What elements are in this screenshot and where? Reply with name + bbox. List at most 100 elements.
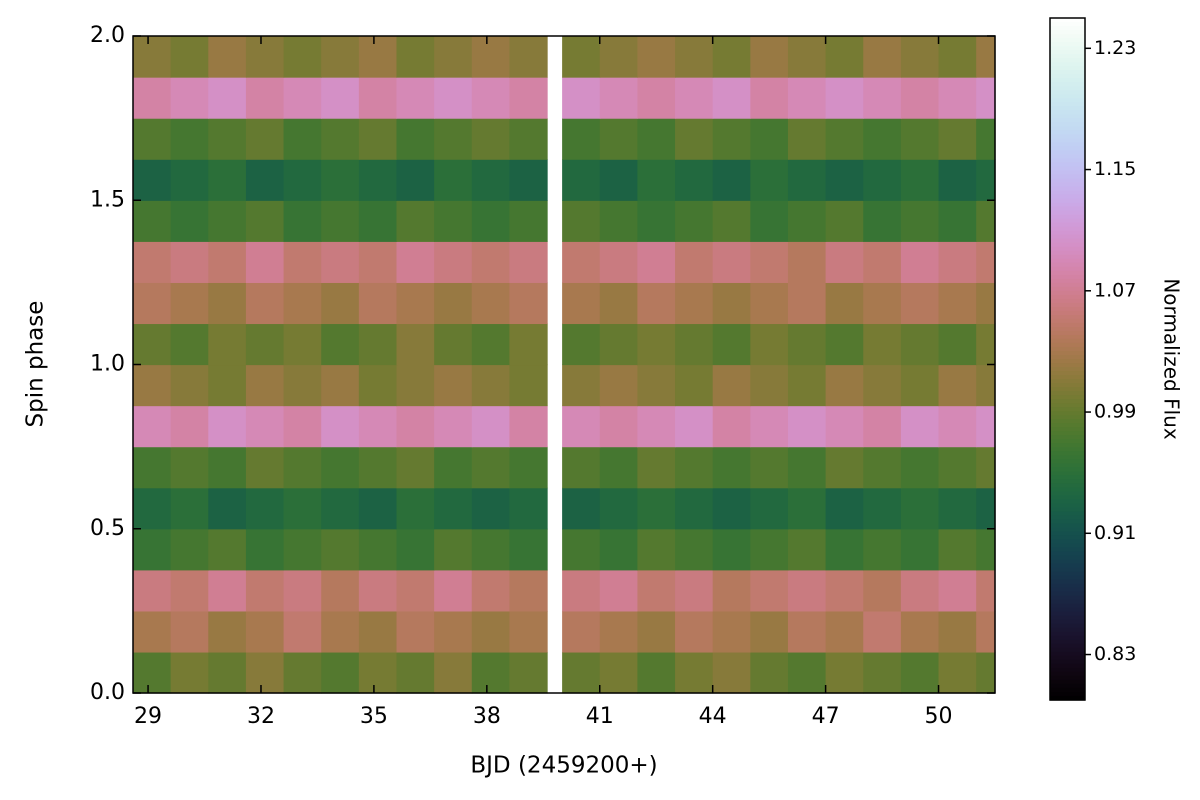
heatmap-cell: [976, 118, 996, 160]
colorbar-swatch: [1050, 543, 1085, 549]
heatmap-cell: [712, 405, 751, 448]
heatmap-cell: [712, 282, 751, 325]
heatmap-cell: [938, 651, 977, 694]
heatmap-cell: [170, 200, 209, 242]
heatmap-cell: [938, 77, 977, 119]
x-tick-label: 29: [134, 704, 162, 729]
y-tick-label: 1.5: [90, 187, 125, 212]
colorbar-swatch: [1050, 322, 1085, 328]
heatmap-cell: [562, 200, 601, 242]
heatmap-cell: [321, 610, 360, 653]
colorbar-swatch: [1050, 242, 1085, 248]
heatmap-cell: [900, 569, 940, 612]
heatmap-cell: [637, 200, 676, 242]
heatmap-cell: [976, 651, 996, 694]
heatmap-cell: [750, 610, 789, 653]
colorbar-swatch: [1050, 451, 1085, 456]
colorbar-swatch: [1050, 611, 1085, 617]
heatmap-cell: [562, 323, 601, 366]
heatmap-cell: [863, 159, 902, 201]
colorbar-swatch: [1050, 675, 1085, 681]
heatmap-cell: [599, 364, 639, 407]
heatmap-cell: [976, 405, 996, 448]
heatmap-cell: [599, 446, 639, 489]
heatmap-cell: [825, 405, 864, 448]
heatmap-cell: [133, 36, 172, 78]
heatmap-cell: [471, 36, 511, 78]
heatmap-cell: [471, 282, 511, 325]
heatmap-cell: [599, 241, 639, 283]
heatmap-cell: [509, 528, 548, 571]
heatmap-cell: [976, 487, 996, 530]
heatmap-cell: [245, 118, 285, 160]
heatmap: [133, 36, 996, 694]
heatmap-cell: [938, 446, 977, 489]
heatmap-cell: [787, 405, 827, 448]
heatmap-cell: [562, 569, 601, 612]
heatmap-cell: [396, 651, 435, 694]
heatmap-cell: [750, 528, 789, 571]
heatmap-cell: [321, 200, 360, 242]
colorbar-swatch: [1050, 266, 1085, 272]
colorbar-swatch: [1050, 503, 1085, 509]
heatmap-cell: [245, 610, 285, 653]
heatmap-cell: [245, 569, 285, 612]
heatmap-cell: [863, 610, 902, 653]
heatmap-cell: [283, 651, 322, 694]
heatmap-cell: [900, 159, 940, 201]
heatmap-cell: [863, 200, 902, 242]
heatmap-cell: [208, 323, 247, 366]
heatmap-cell: [562, 405, 601, 448]
x-tick-label: 50: [925, 704, 953, 729]
heatmap-cell: [321, 159, 360, 201]
heatmap-cell: [170, 159, 209, 201]
heatmap-cell: [863, 77, 902, 119]
colorbar-swatch: [1050, 38, 1085, 43]
heatmap-cell: [208, 77, 247, 119]
colorbar-swatch: [1050, 50, 1085, 55]
heatmap-cell: [434, 610, 473, 653]
colorbar-swatch: [1050, 130, 1085, 135]
heatmap-cell: [396, 487, 435, 530]
heatmap-cell: [900, 241, 940, 283]
heatmap-cell: [938, 610, 977, 653]
heatmap-cell: [283, 446, 322, 489]
heatmap-cell: [358, 159, 398, 201]
colorbar-swatch: [1050, 591, 1085, 597]
heatmap-cell: [976, 200, 996, 242]
heatmap-cell: [863, 118, 902, 160]
heatmap-cell: [750, 36, 789, 78]
colorbar-swatch: [1050, 54, 1085, 59]
heatmap-cell: [787, 323, 827, 366]
heatmap-cell: [283, 323, 322, 366]
colorbar-swatch: [1050, 603, 1085, 609]
heatmap-cell: [637, 569, 676, 612]
heatmap-cell: [208, 36, 247, 78]
heatmap-cell: [712, 323, 751, 366]
x-axis-label: BJD (2459200+): [470, 753, 657, 779]
colorbar-swatch: [1050, 539, 1085, 545]
heatmap-cell: [133, 487, 172, 530]
colorbar-swatch: [1050, 595, 1085, 601]
heatmap-cell: [712, 364, 751, 407]
colorbar-swatch: [1050, 290, 1085, 296]
heatmap-cell: [471, 446, 511, 489]
heatmap-cell: [637, 118, 676, 160]
colorbar-swatch: [1050, 218, 1085, 224]
heatmap-cell: [599, 569, 639, 612]
heatmap-cell: [471, 241, 511, 283]
heatmap-cell: [976, 282, 996, 325]
heatmap-cell: [825, 282, 864, 325]
heatmap-cell: [283, 241, 322, 283]
colorbar-swatch: [1050, 74, 1085, 79]
colorbar-swatch: [1050, 210, 1085, 216]
heatmap-cell: [976, 241, 996, 283]
heatmap-cell: [787, 241, 827, 283]
colorbar-swatch: [1050, 250, 1085, 256]
heatmap-cell: [133, 364, 172, 407]
heatmap-cell: [283, 487, 322, 530]
heatmap-cell: [509, 405, 548, 448]
colorbar-swatch: [1050, 463, 1085, 468]
heatmap-cell: [637, 487, 676, 530]
heatmap-cell: [509, 364, 548, 407]
